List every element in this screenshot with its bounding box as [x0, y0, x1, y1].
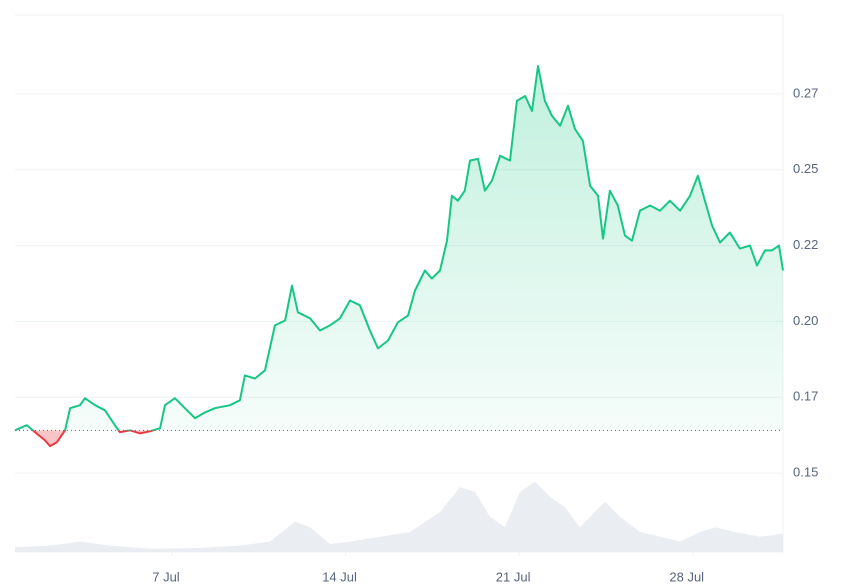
x-tick-label: 14 Jul [322, 569, 357, 584]
price-line [14, 65, 784, 448]
x-tick-label: 7 Jul [152, 569, 180, 584]
volume-area [15, 481, 783, 552]
y-tick-label: 0.27 [793, 85, 818, 100]
y-tick-label: 0.25 [793, 161, 818, 176]
y-tick-label: 0.22 [793, 237, 818, 252]
y-tick-label: 0.20 [793, 313, 818, 328]
price-area [15, 66, 783, 447]
y-tick-label: 0.17 [793, 389, 818, 404]
x-tick-label: 28 Jul [669, 569, 704, 584]
x-tick-label: 21 Jul [496, 569, 531, 584]
y-tick-label: 0.15 [793, 465, 818, 480]
